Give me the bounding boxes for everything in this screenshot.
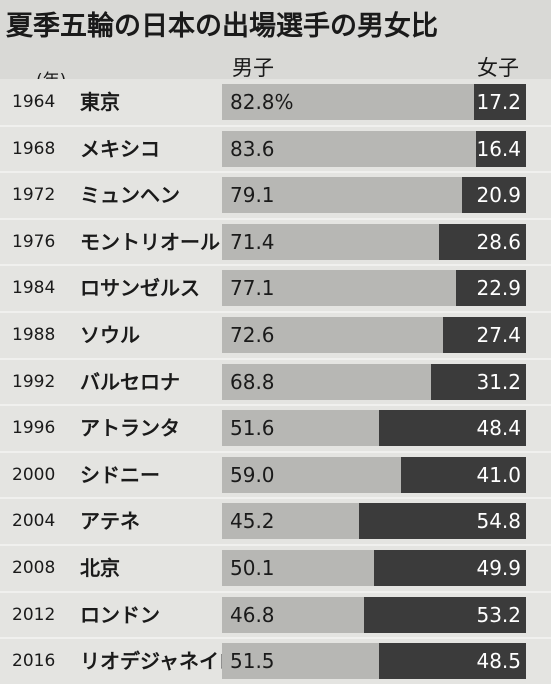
city-label: リオデジャネイロ — [80, 649, 239, 674]
female-bar — [364, 596, 526, 633]
row-divider — [0, 450, 551, 453]
male-value-label: 68.8 — [230, 369, 275, 394]
row-divider — [0, 357, 551, 360]
male-value-label: 71.4 — [230, 229, 275, 254]
female-value-label: 28.6 — [476, 229, 521, 254]
city-label: 北京 — [80, 556, 120, 580]
year-label: 1984 — [12, 278, 56, 299]
row-divider — [0, 404, 551, 407]
female-value-label: 31.2 — [476, 369, 521, 394]
year-label: 1988 — [12, 325, 56, 345]
male-value-label: 83.6 — [230, 136, 275, 161]
year-label: 1996 — [12, 418, 56, 439]
city-label: アテネ — [80, 509, 140, 534]
year-label: 2016 — [12, 651, 56, 672]
row-divider — [0, 497, 551, 500]
female-value-label: 20.9 — [476, 183, 521, 208]
female-value-label: 22.9 — [476, 276, 521, 301]
female-bar — [442, 317, 526, 353]
female-bar — [374, 550, 526, 586]
female-bar — [401, 456, 526, 493]
chart-title: 夏季五輪の日本の出場選手の男女比 — [6, 11, 438, 42]
city-label: バルセロナ — [80, 369, 180, 394]
row-divider — [0, 544, 551, 546]
year-label: 1972 — [12, 185, 56, 206]
row-divider — [0, 124, 551, 127]
city-label: メキシコ — [80, 136, 160, 161]
male-value-label: 51.6 — [230, 416, 275, 441]
city-label: ソウル — [80, 323, 140, 347]
female-value-label: 53.2 — [476, 602, 521, 627]
male-column-header: 男子 — [232, 56, 274, 80]
male-value-label: 72.6 — [230, 323, 275, 347]
female-value-label: 41.0 — [476, 462, 521, 487]
year-label: 1964 — [12, 92, 56, 112]
city-label: アトランタ — [80, 416, 180, 441]
year-label: 2004 — [12, 511, 56, 532]
male-bar — [222, 130, 526, 167]
female-value-label: 16.4 — [476, 136, 521, 161]
female-bar — [431, 363, 526, 400]
row-divider — [0, 264, 551, 267]
city-label: 東京 — [80, 90, 120, 114]
row-divider — [0, 171, 551, 174]
city-label: ロサンゼルス — [80, 276, 200, 301]
city-label: シドニー — [80, 462, 160, 487]
male-value-label: 79.1 — [230, 183, 275, 208]
year-label: 2000 — [12, 464, 56, 485]
city-label: モントリオール — [80, 229, 220, 254]
year-label: 2012 — [12, 604, 56, 625]
male-value-label: 46.8 — [230, 602, 275, 627]
male-value-label: 82.8% — [230, 90, 294, 114]
year-label: 1968 — [12, 138, 56, 159]
male-value-label: 77.1 — [230, 276, 275, 301]
male-value-label: 51.5 — [230, 649, 275, 674]
male-value-label: 50.1 — [230, 556, 275, 580]
female-bar — [462, 177, 526, 214]
city-label: ロンドン — [80, 602, 160, 627]
female-value-label: 17.2 — [476, 90, 521, 114]
female-value-label: 27.4 — [476, 323, 521, 347]
female-value-label: 49.9 — [476, 556, 521, 580]
male-value-label: 59.0 — [230, 462, 275, 487]
year-label: 1976 — [12, 231, 56, 252]
female-value-label: 48.5 — [476, 649, 521, 674]
female-bar — [439, 223, 526, 260]
female-bar — [359, 503, 526, 540]
female-column-header: 女子 — [477, 56, 519, 80]
female-value-label: 54.8 — [476, 509, 521, 534]
row-divider — [0, 590, 551, 593]
row-divider — [0, 217, 551, 220]
year-label: 2008 — [12, 558, 56, 578]
row-divider — [0, 637, 551, 640]
female-bar — [476, 130, 526, 167]
male-value-label: 45.2 — [230, 509, 275, 534]
female-bar — [378, 410, 526, 447]
row-divider — [0, 311, 551, 313]
year-label: 1992 — [12, 371, 56, 392]
female-bar — [456, 270, 526, 307]
city-label: ミュンヘン — [80, 183, 180, 208]
female-value-label: 48.4 — [476, 416, 521, 441]
female-bar — [473, 84, 526, 120]
